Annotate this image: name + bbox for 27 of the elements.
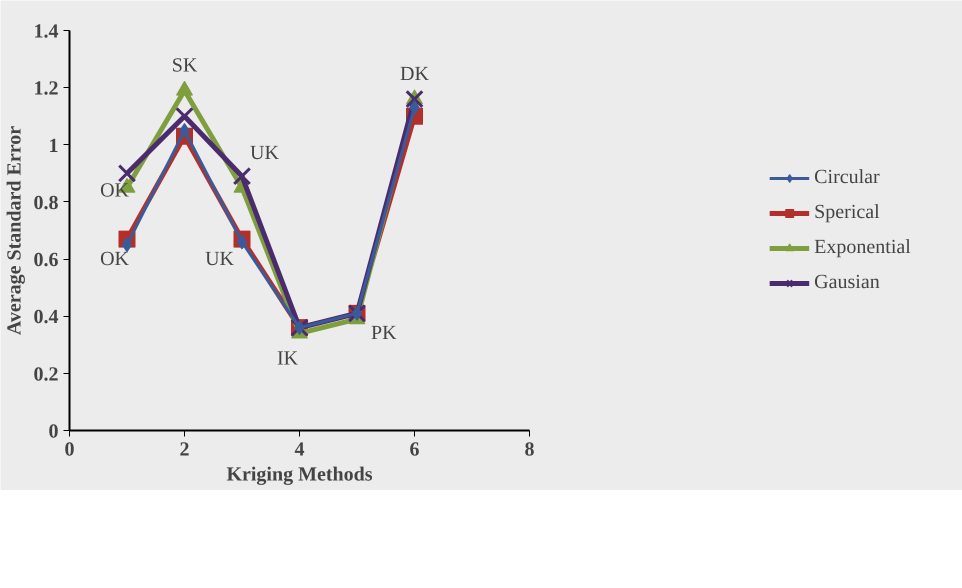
annotation: DK <box>400 63 430 86</box>
annotation: OK <box>100 248 130 270</box>
annotation: UK <box>250 142 280 164</box>
y-tick-label: 1 <box>48 134 58 157</box>
legend-label: Gausian <box>814 271 880 294</box>
y-tick-label: 0.8 <box>34 192 58 214</box>
x-tick-label: 2 <box>180 438 190 460</box>
y-tick-label: 1.2 <box>34 78 58 100</box>
y-tick-label: 0.4 <box>34 306 58 328</box>
legend-label: Circular <box>814 166 880 189</box>
annotation: UK <box>205 248 235 270</box>
annotation: SK <box>172 54 198 76</box>
x-tick-label: 0 <box>64 438 74 460</box>
annotation: IK <box>276 347 299 370</box>
x-tick-label: 4 <box>294 438 304 460</box>
annotation: PK <box>371 322 398 344</box>
y-tick-label: 1.4 <box>34 20 58 42</box>
y-tick-label: 0 <box>48 420 58 442</box>
x-axis-title: Kriging Methods <box>226 464 373 486</box>
y-axis-title: Average Standard Error <box>4 126 26 336</box>
x-tick-label: 6 <box>410 438 420 460</box>
y-tick-label: 0.2 <box>34 363 58 386</box>
x-tick-label: 8 <box>524 438 534 460</box>
annotation: OK <box>100 179 130 202</box>
y-tick-label: 0.6 <box>34 249 58 272</box>
legend-label: Sperical <box>814 201 880 224</box>
legend-label: Exponential <box>814 236 911 259</box>
